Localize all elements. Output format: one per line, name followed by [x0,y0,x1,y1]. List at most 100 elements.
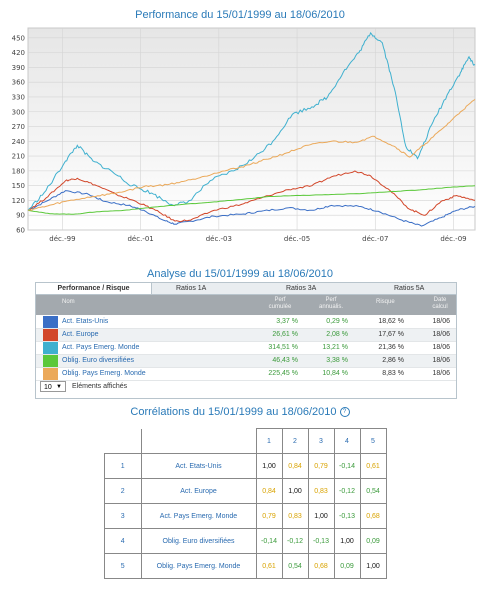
table-row[interactable]: Oblig. Euro diversifiées 46,43 % 3,38 % … [36,355,456,368]
x-tick-label: déc.-09 [440,235,466,243]
performance-title: Performance du 15/01/1999 au 18/06/2010 [135,9,345,21]
x-tick-label: déc.-99 [49,235,75,243]
corr-cell: 0,79 [255,503,283,529]
page-size-label: Eléments affichés [72,383,128,390]
y-tick-label: 150 [12,182,25,190]
corr-cell: 0,68 [307,553,335,579]
corr-col-header: 5 [359,428,387,454]
correlation-row: 1 Act. Etats-Unis 1,00 0,84 0,79 -0,14 0… [104,453,387,479]
y-tick-label: 420 [12,49,25,57]
table-row[interactable]: Oblig. Pays Emerg. Monde 225,45 % 10,84 … [36,368,456,381]
series-color-swatch [43,355,58,367]
corr-cell: 1,00 [281,478,309,504]
analysis-panel: Performance / Risque Ratios 1A Ratios 3A… [35,282,457,399]
page-size-value: 10 [44,384,52,391]
y-tick-label: 120 [12,197,25,205]
corr-row-name[interactable]: Act. Etats-Unis [140,453,257,479]
analysis-title: Analyse du 15/01/1999 au 18/06/2010 [147,268,333,280]
y-tick-label: 210 [12,153,25,161]
row-perf-annualisee: 3,38 % [326,357,348,364]
corr-cell: 0,84 [255,478,283,504]
row-risque: 18,62 % [378,318,404,325]
corr-row-number: 5 [104,553,142,579]
row-name[interactable]: Act. Etats-Unis [62,318,109,325]
corr-row-number: 4 [104,528,142,554]
series-line [27,170,476,223]
row-risque: 8,83 % [382,370,404,377]
corr-cell: 1,00 [307,503,335,529]
corr-corner [104,428,142,454]
corr-cell: -0,14 [333,453,361,479]
series-color-swatch [43,316,58,328]
series-color-swatch [43,342,58,354]
tab-ratios-1a[interactable]: Ratios 1A [176,285,207,292]
corr-row-number: 2 [104,478,142,504]
x-tick-label: déc.-05 [284,235,310,243]
performance-chart: 60 90 120 150 180 210 240 270 300 330 360 390 420 450… [0,18,480,260]
performance-chart-svg: 60 90 120 150 180 210 240 270 300 330 360 390 420 450… [12,27,476,243]
info-circle-icon[interactable]: ? [339,407,350,418]
header-risque[interactable]: Risque [376,299,395,305]
correlation-row: 3 Act. Pays Emerg. Monde 0,79 0,83 1,00 … [104,503,387,529]
tab-ratios-5a[interactable]: Ratios 5A [394,285,425,292]
tab-performance-risque[interactable]: Performance / Risque [36,283,152,294]
analysis-footer: 10 ▼ Eléments affichés [36,379,456,395]
corr-cell: 0,83 [281,503,309,529]
y-tick-label: 60 [16,227,25,235]
row-date: 18/06 [432,318,450,325]
y-tick-label: 300 [12,108,25,116]
y-tick-label: 390 [12,64,25,72]
correlation-header-row: 1 2 3 4 5 [104,428,387,454]
row-perf-cumulee: 225,45 % [268,370,298,377]
table-row[interactable]: Act. Pays Emerg. Monde 314,51 % 13,21 % … [36,342,456,355]
x-tick-label: déc.-01 [127,235,153,243]
corr-row-name[interactable]: Oblig. Euro diversifiées [140,528,257,554]
analysis-table-header: Nom Perf cumulée Perf annualis. Risque Dat… [36,295,456,315]
correlation-row: 5 Oblig. Pays Emerg. Monde 0,61 0,54 0,6… [104,553,387,579]
row-perf-annualisee: 10,84 % [322,370,348,377]
corr-row-number: 1 [104,453,142,479]
corr-cell: 0,09 [333,553,361,579]
corr-cell: -0,12 [333,478,361,504]
analysis-tabs: Performance / Risque Ratios 1A Ratios 3A… [36,283,456,295]
corr-cell: 0,68 [359,503,387,529]
corr-col-header: 4 [333,428,361,454]
row-date: 18/06 [432,344,450,351]
y-tick-label: 90 [16,212,25,220]
row-name[interactable]: Oblig. Pays Emerg. Monde [62,370,146,377]
corr-cell: -0,13 [333,503,361,529]
table-row[interactable]: Act. Europe 26,61 % 2,08 % 17,67 % 18/06 [36,329,456,342]
header-perf-annualisee[interactable]: Perf annualis. [318,297,344,310]
row-risque: 17,67 % [378,331,404,338]
corr-cell: 1,00 [359,553,387,579]
header-nom[interactable]: Nom [62,299,75,305]
corr-cell: 0,61 [255,553,283,579]
row-perf-annualisee: 13,21 % [322,344,348,351]
correlation-row: 2 Act. Europe 0,84 1,00 0,83 -0,12 0,54 [104,478,387,504]
row-perf-cumulee: 3,37 % [276,318,298,325]
corr-row-name[interactable]: Oblig. Pays Emerg. Monde [140,553,257,579]
corr-row-name[interactable]: Act. Pays Emerg. Monde [140,503,257,529]
row-name[interactable]: Act. Europe [62,331,99,338]
series-line [27,185,476,215]
corr-cell: 0,61 [359,453,387,479]
corr-col-header: 3 [307,428,335,454]
chevron-down-icon: ▼ [56,384,62,390]
series-line [27,98,476,211]
corr-row-name[interactable]: Act. Europe [140,478,257,504]
y-tick-label: 450 [12,34,25,42]
table-row[interactable]: Act. Etats-Unis 3,37 % 0,29 % 18,62 % 18… [36,316,456,329]
page-size-select[interactable]: 10 ▼ [40,381,66,392]
y-tick-label: 270 [12,123,25,131]
tab-ratios-3a[interactable]: Ratios 3A [286,285,317,292]
row-name[interactable]: Act. Pays Emerg. Monde [62,344,140,351]
corr-cell: 1,00 [255,453,283,479]
header-perf-cumulee[interactable]: Perf cumulée [268,297,292,310]
row-date: 18/06 [432,331,450,338]
header-date-calcul[interactable]: Date calcul [432,297,448,310]
row-name[interactable]: Oblig. Euro diversifiées [62,357,134,364]
row-date: 18/06 [432,370,450,377]
row-perf-annualisee: 0,29 % [326,318,348,325]
corr-cell: -0,14 [255,528,283,554]
corr-col-header: 2 [281,428,309,454]
